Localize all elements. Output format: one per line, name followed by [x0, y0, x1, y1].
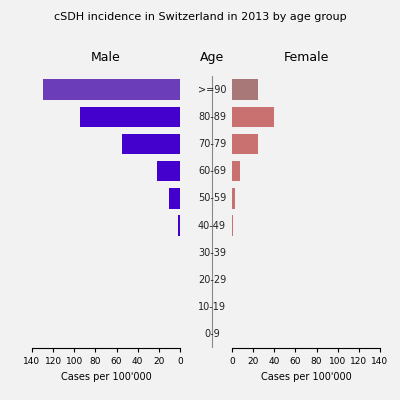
Bar: [232, 134, 258, 154]
Text: 70-79: 70-79: [198, 139, 226, 149]
Bar: [157, 161, 180, 181]
Bar: [232, 107, 274, 127]
Text: cSDH incidence in Switzerland in 2013 by age group: cSDH incidence in Switzerland in 2013 by…: [54, 12, 346, 22]
Text: >=90: >=90: [198, 85, 226, 95]
Text: 80-89: 80-89: [198, 112, 226, 122]
Text: 30-39: 30-39: [198, 248, 226, 258]
Bar: [232, 215, 233, 236]
Bar: [80, 107, 180, 127]
Text: 50-59: 50-59: [198, 194, 226, 203]
Text: 60-69: 60-69: [198, 166, 226, 176]
Bar: [42, 79, 180, 100]
Text: Female: Female: [283, 51, 329, 64]
Text: Male: Male: [91, 51, 121, 64]
Text: 20-29: 20-29: [198, 275, 226, 285]
Bar: [232, 161, 240, 181]
Text: 40-49: 40-49: [198, 221, 226, 230]
Bar: [170, 188, 180, 209]
Bar: [232, 79, 258, 100]
X-axis label: Cases per 100'000: Cases per 100'000: [261, 372, 351, 382]
Text: Age: Age: [200, 51, 224, 64]
Bar: [232, 188, 235, 209]
Bar: [178, 215, 180, 236]
Bar: [122, 134, 180, 154]
Text: 0-9: 0-9: [204, 330, 220, 339]
Text: 10-19: 10-19: [198, 302, 226, 312]
X-axis label: Cases per 100'000: Cases per 100'000: [61, 372, 151, 382]
